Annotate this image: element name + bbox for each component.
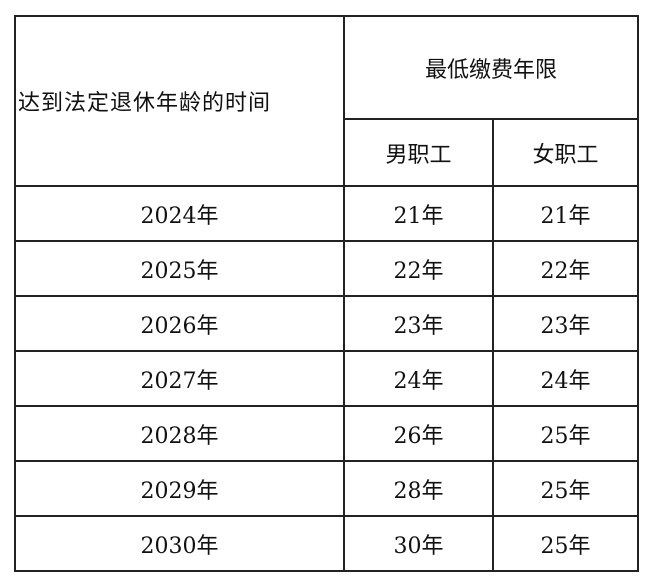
header-row-1: 达到法定退休年龄的时间 最低缴费年限 xyxy=(14,15,640,187)
cell-male: 21年 xyxy=(343,185,494,242)
cell-year: 2024年 xyxy=(14,185,345,242)
cell-year: 2029年 xyxy=(14,460,345,517)
cell-year: 2025年 xyxy=(14,240,345,297)
header-female: 女职工 xyxy=(491,118,640,187)
table-row: 2029年 28年 25年 xyxy=(14,460,640,517)
header-male: 男职工 xyxy=(343,118,494,187)
table-row: 2028年 26年 25年 xyxy=(14,405,640,462)
table-row: 2026年 23年 23年 xyxy=(14,295,640,352)
cell-year: 2030年 xyxy=(14,515,345,572)
header-min-contribution-years: 最低缴费年限 xyxy=(342,15,640,120)
cell-female: 25年 xyxy=(491,405,640,462)
cell-male: 26年 xyxy=(343,405,494,462)
cell-male: 24年 xyxy=(343,350,494,407)
cell-male: 30年 xyxy=(343,515,494,572)
cell-male: 22年 xyxy=(343,240,494,297)
table-row: 2025年 22年 22年 xyxy=(14,240,640,297)
cell-female: 24年 xyxy=(491,350,640,407)
header-retirement-time: 达到法定退休年龄的时间 xyxy=(14,15,345,187)
cell-year: 2026年 xyxy=(14,295,345,352)
minimum-contribution-table: 达到法定退休年龄的时间 最低缴费年限 男职工 女职工 2024年 21年 21年 20… xyxy=(14,15,640,572)
cell-year: 2027年 xyxy=(14,350,345,407)
cell-female: 23年 xyxy=(491,295,640,352)
cell-female: 25年 xyxy=(491,460,640,517)
cell-male: 28年 xyxy=(343,460,494,517)
header-row-2: 男职工 女职工 xyxy=(15,118,640,187)
table-row: 2027年 24年 24年 xyxy=(14,350,640,407)
table-row: 2030年 30年 25年 xyxy=(14,515,640,572)
table-row: 2024年 21年 21年 xyxy=(14,185,640,242)
cell-female: 21年 xyxy=(491,185,640,242)
cell-year: 2028年 xyxy=(14,405,345,462)
cell-female: 22年 xyxy=(491,240,640,297)
cell-male: 23年 xyxy=(343,295,494,352)
cell-female: 25年 xyxy=(491,515,640,572)
